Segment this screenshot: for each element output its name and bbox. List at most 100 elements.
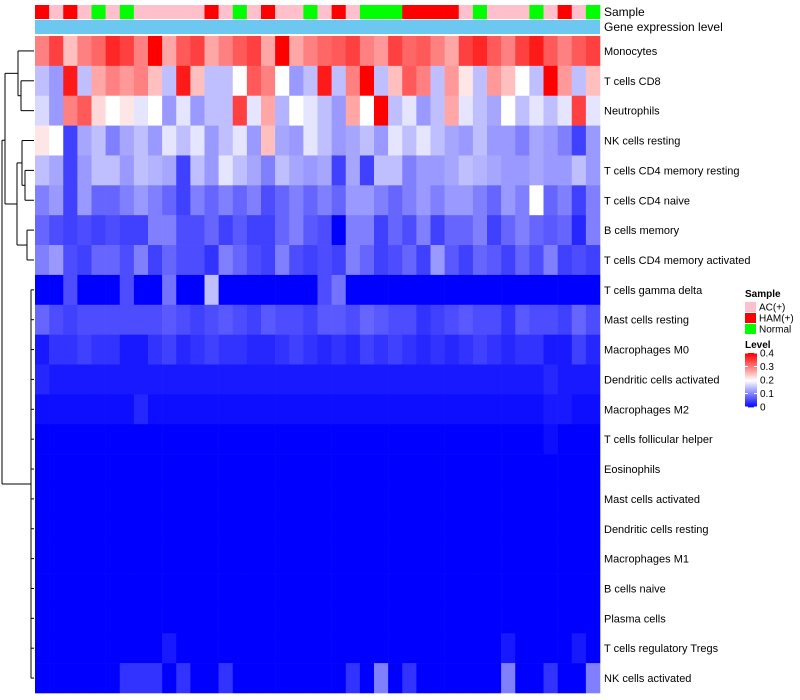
heatmap-cell bbox=[261, 394, 276, 425]
heatmap-cell bbox=[232, 483, 248, 515]
heatmap-cell bbox=[148, 364, 163, 395]
heatmap-cell bbox=[35, 663, 50, 694]
heatmap-cell bbox=[543, 454, 558, 485]
heatmap-cell bbox=[63, 334, 78, 365]
heatmap-cell bbox=[444, 573, 460, 604]
heatmap-cell bbox=[331, 573, 347, 604]
heatmap-cell bbox=[162, 245, 177, 276]
heatmap-cell bbox=[331, 603, 347, 634]
heatmap-cell bbox=[359, 603, 375, 634]
heatmap-cell bbox=[105, 603, 121, 634]
heatmap-cell bbox=[543, 125, 558, 156]
heatmap-cell bbox=[289, 394, 304, 425]
heatmap-cell bbox=[472, 274, 488, 306]
heatmap-cell bbox=[374, 603, 389, 634]
legend-sample-title: Sample bbox=[745, 289, 781, 300]
heatmap-cell bbox=[416, 125, 431, 156]
heatmap-cell bbox=[63, 125, 78, 156]
heatmap-cell bbox=[105, 245, 121, 276]
heatmap-cell bbox=[303, 364, 318, 395]
heatmap-cell bbox=[472, 483, 488, 515]
heatmap-cell bbox=[162, 513, 177, 544]
heatmap-cell bbox=[246, 633, 262, 664]
heatmap-cell bbox=[303, 155, 318, 186]
heatmap-cell bbox=[190, 483, 205, 515]
heatmap-cell bbox=[571, 155, 587, 186]
heatmap-cell bbox=[63, 603, 78, 634]
heatmap-cell bbox=[543, 245, 558, 276]
heatmap-cell bbox=[374, 633, 389, 664]
heatmap-cell bbox=[77, 36, 92, 67]
heatmap-cell bbox=[529, 304, 544, 335]
heatmap-cell bbox=[388, 185, 403, 216]
heatmap-cell bbox=[388, 454, 403, 485]
heatmap-cell bbox=[289, 663, 304, 694]
heatmap-cell bbox=[190, 513, 205, 544]
heatmap-cell bbox=[430, 274, 445, 306]
heatmap-cell bbox=[261, 663, 276, 694]
heatmap-cell bbox=[218, 603, 234, 634]
heatmap-cell bbox=[345, 663, 361, 694]
heatmap-cell bbox=[289, 185, 304, 216]
sample-cell bbox=[246, 5, 262, 19]
heatmap-cell bbox=[416, 454, 431, 485]
heatmap-cell bbox=[162, 215, 177, 246]
heatmap-cell bbox=[388, 424, 403, 455]
heatmap-cell bbox=[232, 454, 248, 485]
heatmap-cell bbox=[501, 573, 516, 604]
row-label: Mast cells activated bbox=[604, 494, 700, 506]
heatmap-cell bbox=[303, 513, 318, 544]
heatmap-cell bbox=[162, 663, 177, 694]
heatmap-cell bbox=[345, 603, 361, 634]
heatmap-cell bbox=[35, 215, 50, 246]
heatmap-cell bbox=[543, 513, 558, 544]
heatmap-cell bbox=[571, 543, 587, 574]
heatmap-cell bbox=[444, 394, 460, 425]
gene-expression-annotation-bar bbox=[35, 20, 600, 34]
heatmap-cell bbox=[317, 245, 332, 276]
colorbar-tick-label: 0 bbox=[760, 403, 766, 414]
heatmap-cell bbox=[246, 65, 262, 97]
heatmap-cell bbox=[444, 185, 460, 216]
heatmap-cell bbox=[289, 543, 304, 574]
heatmap-cell bbox=[49, 454, 64, 485]
heatmap-cell bbox=[444, 304, 460, 335]
heatmap-cell bbox=[374, 245, 389, 276]
heatmap-cell bbox=[176, 274, 191, 306]
heatmap-cell bbox=[515, 95, 530, 126]
heatmap-cell bbox=[317, 125, 332, 156]
heatmap-cell bbox=[49, 65, 64, 97]
sample-cell bbox=[345, 5, 361, 19]
heatmap-cell bbox=[232, 155, 248, 186]
heatmap-cell bbox=[119, 65, 135, 97]
heatmap-cell bbox=[388, 36, 403, 67]
heatmap-cell bbox=[557, 304, 573, 335]
heatmap-cell bbox=[472, 155, 488, 186]
heatmap-cell bbox=[472, 454, 488, 485]
heatmap-cell bbox=[331, 155, 347, 186]
heatmap-cell bbox=[133, 65, 149, 97]
heatmap-cell bbox=[388, 394, 403, 425]
heatmap-cell bbox=[458, 454, 474, 485]
heatmap-cell bbox=[345, 36, 361, 67]
heatmap-cell bbox=[303, 65, 318, 97]
heatmap-cell bbox=[218, 483, 234, 515]
heatmap-cell bbox=[487, 513, 502, 544]
sample-cell bbox=[289, 5, 304, 19]
heatmap-cell bbox=[571, 304, 587, 335]
heatmap-cell bbox=[63, 95, 78, 126]
heatmap-cell bbox=[105, 394, 121, 425]
heatmap-cell bbox=[458, 155, 474, 186]
heatmap-cell bbox=[585, 185, 601, 216]
legend-level-title: Level bbox=[745, 340, 771, 351]
heatmap-cell bbox=[119, 573, 135, 604]
sample-cell bbox=[472, 5, 488, 19]
heatmap-cell bbox=[501, 245, 516, 276]
heatmap-cell bbox=[444, 424, 460, 455]
heatmap-cell bbox=[331, 215, 347, 246]
heatmap-cell bbox=[501, 633, 516, 664]
heatmap-cell bbox=[501, 185, 516, 216]
heatmap-cell bbox=[501, 513, 516, 544]
heatmap-cell bbox=[529, 394, 544, 425]
heatmap-cell bbox=[430, 454, 445, 485]
